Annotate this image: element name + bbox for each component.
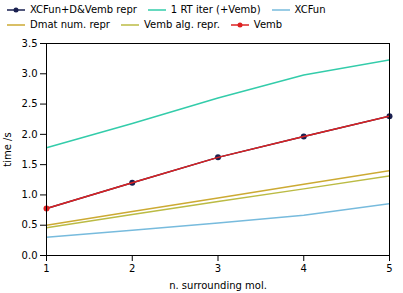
svg-text:5: 5	[386, 263, 392, 274]
svg-text:3.0: 3.0	[22, 68, 38, 79]
svg-text:4: 4	[301, 263, 307, 274]
html-text:Vemb: Vemb	[253, 19, 283, 30]
html-text:XCFun: XCFun	[294, 4, 326, 15]
svg-text:2: 2	[129, 263, 135, 274]
svg-text:n. surrounding mol.: n. surrounding mol.	[169, 280, 267, 291]
svg-text:time /s: time /s	[2, 132, 13, 166]
html-text:XCFun+D&Vemb repr: XCFun+D&Vemb repr	[30, 4, 137, 15]
svg-text:1.0: 1.0	[22, 189, 38, 200]
svg-text:3.5: 3.5	[22, 38, 38, 49]
svg-text:0.5: 0.5	[22, 219, 38, 230]
html-text:Vemb alg. repr.: Vemb alg. repr.	[144, 19, 220, 30]
html-text:1 RT iter (+Vemb): 1 RT iter (+Vemb)	[170, 4, 261, 15]
svg-text:1: 1	[43, 263, 49, 274]
svg-text:1.5: 1.5	[22, 159, 38, 170]
html-text:Dmat num. repr: Dmat num. repr	[30, 19, 110, 30]
svg-text:0.0: 0.0	[22, 250, 38, 261]
svg-text:3: 3	[215, 263, 221, 274]
svg-text:2.0: 2.0	[22, 129, 38, 140]
svg-text:2.5: 2.5	[22, 98, 38, 109]
